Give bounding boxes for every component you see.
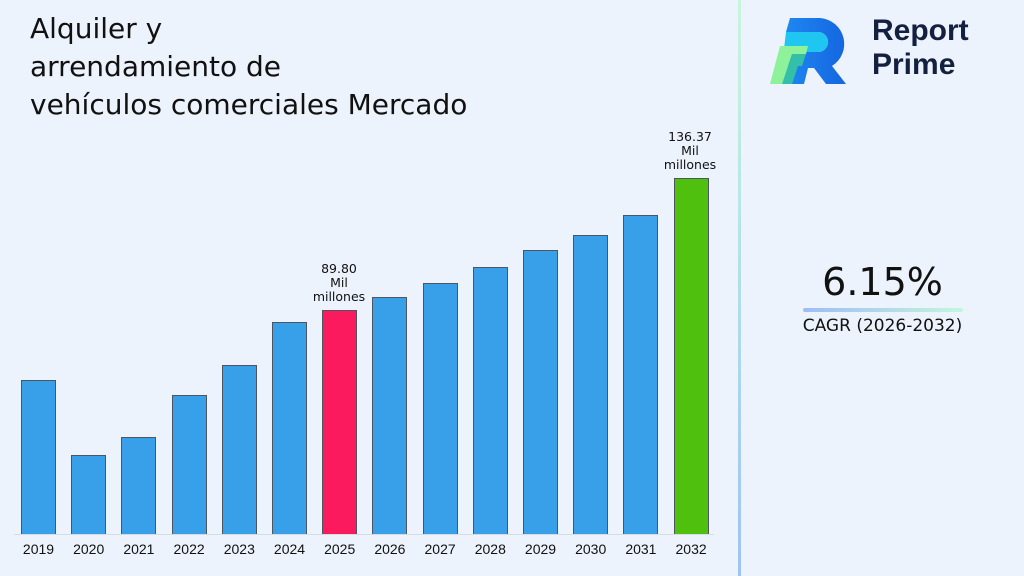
bar-label-unit: Mil [681,143,699,158]
bar-chart: 89.80 Mil millones 136.37 Mil millones 2… [14,130,730,557]
x-axis-line [14,534,714,535]
x-tick-label: 2028 [474,541,506,557]
bar-2021 [121,437,157,534]
bar-2024 [272,322,307,534]
bar-2030 [573,235,609,534]
bar-2025 [322,310,358,534]
title-line-2: arrendamiento de [30,50,282,83]
bar-label-unit: millones [663,157,717,172]
bar-2020 [71,455,107,534]
bar-2022 [171,395,207,534]
x-tick-label: 2020 [73,541,105,557]
x-tick-label: 2031 [625,541,657,557]
cagr-value: 6.15% [822,260,943,304]
x-tick-label: 2026 [374,541,406,557]
report-prime-logo-icon [770,18,846,84]
x-tick-label: 2025 [324,541,356,557]
x-tick-label: 2027 [424,541,456,557]
bar-2026 [372,297,408,534]
bar-2028 [472,267,508,534]
panel-divider [738,0,741,576]
bar-2032 [673,178,709,534]
x-tick-label: 2022 [173,541,205,557]
brand-name: Report Prime [872,14,969,82]
bar-2023 [221,365,257,534]
x-tick-label: 2024 [273,541,306,557]
title-line-1: Alquiler y [30,12,163,45]
bar-2029 [523,250,558,534]
bar-label-unit: millones [312,289,366,304]
chart-title: Alquiler y arrendamiento de vehículos co… [30,10,590,124]
title-line-3: vehículos comerciales Mercado [30,88,468,121]
x-tick-label: 2029 [524,541,557,557]
x-tick-label: 2021 [123,541,155,557]
brand-line-2: Prime [872,48,956,81]
brand-line-1: Report [872,14,969,47]
bar-label-value: 136.37 [668,129,712,144]
bar-2027 [422,283,458,534]
x-tick-label: 2030 [575,541,607,557]
bar-label-value: 89.80 [321,261,357,276]
x-tick-label: 2023 [223,541,255,557]
x-tick-label: 2032 [675,541,707,557]
cagr-underline [803,308,963,312]
x-tick-label: 2019 [22,541,55,557]
bar-label-unit: Mil [330,275,348,290]
bar-label-2032: 136.37 Mil millones [650,130,730,172]
bar-label-2025: 89.80 Mil millones [299,262,379,304]
cagr-label: CAGR (2026-2032) [802,316,963,336]
bar-2019 [21,380,56,534]
bar-2031 [623,215,659,534]
